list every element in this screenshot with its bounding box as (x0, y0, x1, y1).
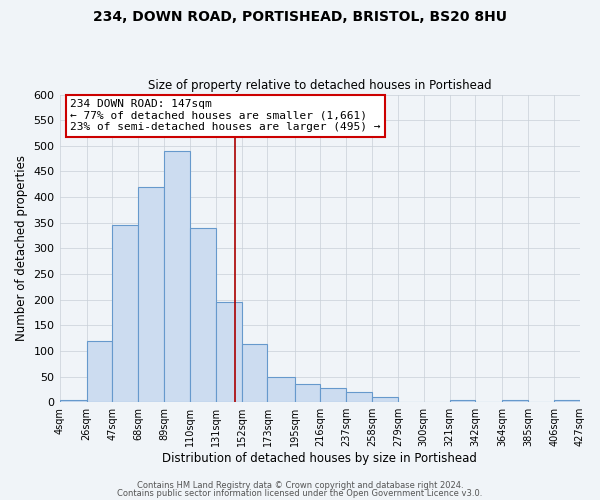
Text: 234 DOWN ROAD: 147sqm
← 77% of detached houses are smaller (1,661)
23% of semi-d: 234 DOWN ROAD: 147sqm ← 77% of detached … (70, 99, 380, 132)
Text: Contains public sector information licensed under the Open Government Licence v3: Contains public sector information licen… (118, 488, 482, 498)
Bar (86, 340, 112, 402)
Bar (372, 397, 398, 402)
Bar (190, 228, 216, 402)
Bar (346, 392, 372, 402)
Bar (138, 187, 164, 402)
Bar (449, 400, 475, 402)
Title: Size of property relative to detached houses in Portishead: Size of property relative to detached ho… (148, 79, 491, 92)
X-axis label: Distribution of detached houses by size in Portishead: Distribution of detached houses by size … (163, 452, 477, 465)
Bar (295, 384, 320, 402)
Text: 234, DOWN ROAD, PORTISHEAD, BRISTOL, BS20 8HU: 234, DOWN ROAD, PORTISHEAD, BRISTOL, BS2… (93, 10, 507, 24)
Bar (59, 400, 86, 402)
Bar (242, 344, 268, 402)
Bar (216, 302, 242, 402)
Bar (112, 226, 138, 402)
Bar (502, 400, 529, 402)
Bar (320, 388, 346, 402)
Text: Contains HM Land Registry data © Crown copyright and database right 2024.: Contains HM Land Registry data © Crown c… (137, 481, 463, 490)
Bar (268, 376, 295, 402)
Bar (554, 400, 580, 402)
Bar (164, 151, 190, 402)
Y-axis label: Number of detached properties: Number of detached properties (15, 156, 28, 342)
